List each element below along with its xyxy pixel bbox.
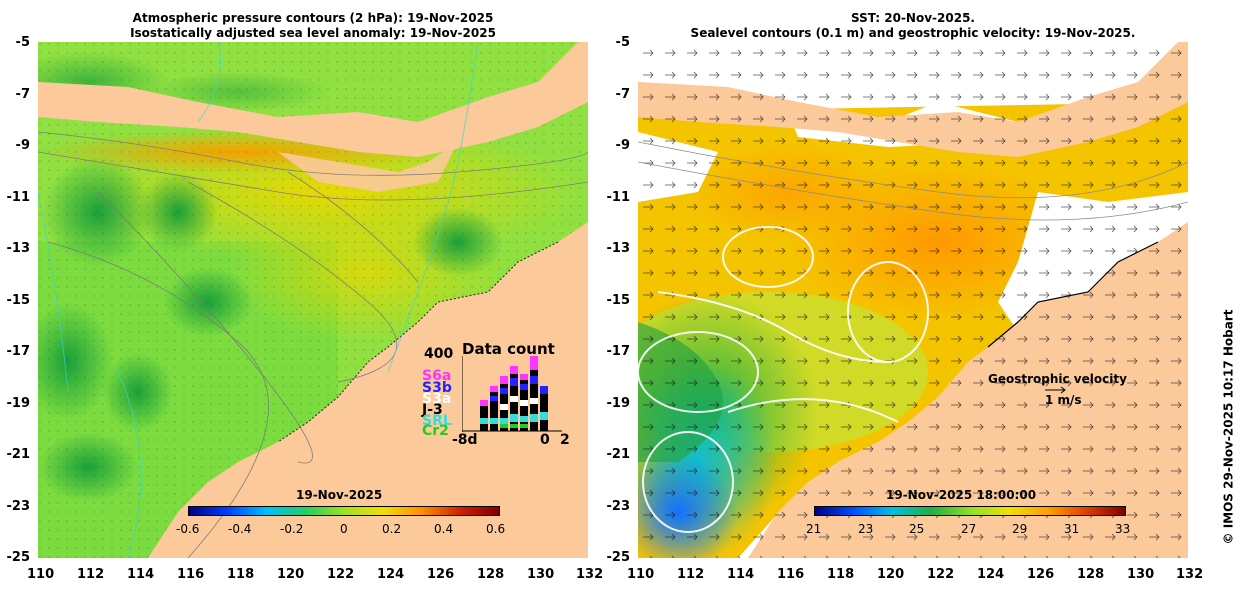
right-ytick-1: -7 [615, 87, 630, 102]
right-ytick-6: -17 [606, 344, 631, 359]
right-xtick-11: 132 [1176, 567, 1204, 582]
left-ytick-9: -23 [6, 499, 31, 514]
histogram-bars [480, 356, 548, 431]
left-colorbar-tick-3: 0 [340, 522, 348, 536]
right-colorbar-tick-6: 33 [1115, 522, 1131, 536]
left-ytick-7: -19 [6, 396, 31, 411]
right-sst-map [638, 42, 1188, 558]
left-ytick-10: -25 [6, 550, 31, 565]
left-colorbar-tick-4: 0.2 [382, 522, 402, 536]
left-ytick-0: -5 [15, 35, 30, 50]
right-colorbar-tick-5: 31 [1064, 522, 1080, 536]
data-count-sat-4: SRL [422, 413, 452, 429]
right-ytick-10: -25 [606, 550, 631, 565]
left-ytick-1: -7 [15, 87, 30, 102]
left-ytick-4: -13 [6, 241, 31, 256]
left-ytick-8: -21 [6, 447, 31, 462]
right-colorbar-bar [814, 506, 1126, 516]
right-ytick-9: -23 [606, 499, 631, 514]
right-ytick-3: -11 [606, 190, 631, 205]
left-title-line2: Isostatically adjusted sea level anomaly… [130, 26, 496, 40]
left-panel-title: Atmospheric pressure contours (2 hPa): 1… [38, 11, 588, 41]
left-xtick-11: 132 [576, 567, 604, 582]
left-colorbar-tick-0: -0.6 [176, 522, 200, 536]
imos-credit: © IMOS 29-Nov-2025 10:17 Hobart [1221, 309, 1236, 545]
left-title-line1: Atmospheric pressure contours (2 hPa): 1… [132, 11, 494, 25]
right-ytick-2: -9 [615, 138, 630, 153]
right-xtick-10: 130 [1127, 567, 1155, 582]
velocity-legend-arrow-icon [1045, 386, 1066, 394]
left-colorbar-tick-6: 0.6 [486, 522, 506, 536]
right-ytick-7: -19 [606, 396, 631, 411]
left-ytick-2: -9 [15, 138, 30, 153]
left-colorbar-tick-2: -0.2 [280, 522, 304, 536]
data-count-sat-0: S6a [422, 368, 452, 384]
left-xtick-6: 122 [327, 567, 355, 582]
right-xtick-7: 124 [977, 567, 1005, 582]
left-xtick-1: 112 [77, 567, 105, 582]
left-colorbar-tick-5: 0.4 [434, 522, 454, 536]
left-xtick-7: 124 [377, 567, 405, 582]
right-xtick-4: 118 [827, 567, 855, 582]
velocity-legend-label: Geostrophic velocity [988, 372, 1127, 386]
right-colorbar-tick-3: 27 [961, 522, 977, 536]
right-xtick-1: 112 [677, 567, 705, 582]
data-count-x-left: -8d [452, 432, 478, 448]
left-colorbar-tick-1: -0.4 [228, 522, 252, 536]
data-count-x-right: 2 [560, 432, 570, 448]
left-xtick-10: 130 [527, 567, 555, 582]
data-count-title: Data count [462, 340, 555, 358]
right-xtick-9: 128 [1077, 567, 1105, 582]
right-colorbar-tick-4: 29 [1012, 522, 1028, 536]
left-xtick-3: 116 [177, 567, 205, 582]
data-count-sat-3: J-3 [422, 402, 443, 418]
left-xtick-0: 110 [27, 567, 55, 582]
right-title-line1: SST: 20-Nov-2025. [851, 11, 975, 25]
right-xtick-8: 126 [1027, 567, 1055, 582]
right-ytick-8: -21 [606, 447, 631, 462]
data-count-sat-1: S3b [422, 380, 452, 396]
data-count-x-mid: 0 [540, 432, 550, 448]
right-colorbar-tick-1: 23 [858, 522, 874, 536]
right-xtick-6: 122 [927, 567, 955, 582]
left-ytick-6: -17 [6, 344, 31, 359]
right-colorbar-date: 19-Nov-2025 18:00:00 [886, 488, 1037, 502]
left-xtick-8: 126 [427, 567, 455, 582]
right-panel-title: SST: 20-Nov-2025. Sealevel contours (0.1… [638, 11, 1188, 41]
left-xtick-9: 128 [477, 567, 505, 582]
left-xtick-4: 118 [227, 567, 255, 582]
right-title-line2: Sealevel contours (0.1 m) and geostrophi… [690, 26, 1136, 40]
left-xtick-5: 120 [277, 567, 305, 582]
right-ytick-5: -15 [606, 293, 631, 308]
data-count-sat-5: Cr2 [422, 423, 449, 439]
right-colorbar-tick-2: 25 [909, 522, 925, 536]
data-count-sat-2: S3a [422, 391, 452, 407]
left-colorbar-bar [188, 506, 500, 516]
velocity-legend-scale: 1 m/s [1045, 393, 1082, 407]
left-ytick-5: -15 [6, 293, 31, 308]
right-xtick-2: 114 [727, 567, 755, 582]
right-ytick-0: -5 [615, 35, 630, 50]
left-xtick-2: 114 [127, 567, 155, 582]
data-count-max: 400 [424, 346, 454, 362]
left-sla-map [38, 42, 588, 558]
data-count-histogram [462, 356, 562, 432]
right-xtick-5: 120 [877, 567, 905, 582]
right-xtick-0: 110 [627, 567, 655, 582]
right-colorbar-tick-0: 21 [806, 522, 822, 536]
right-ytick-4: -13 [606, 241, 631, 256]
left-ytick-3: -11 [6, 190, 31, 205]
right-xtick-3: 116 [777, 567, 805, 582]
left-colorbar-date: 19-Nov-2025 [296, 488, 383, 502]
